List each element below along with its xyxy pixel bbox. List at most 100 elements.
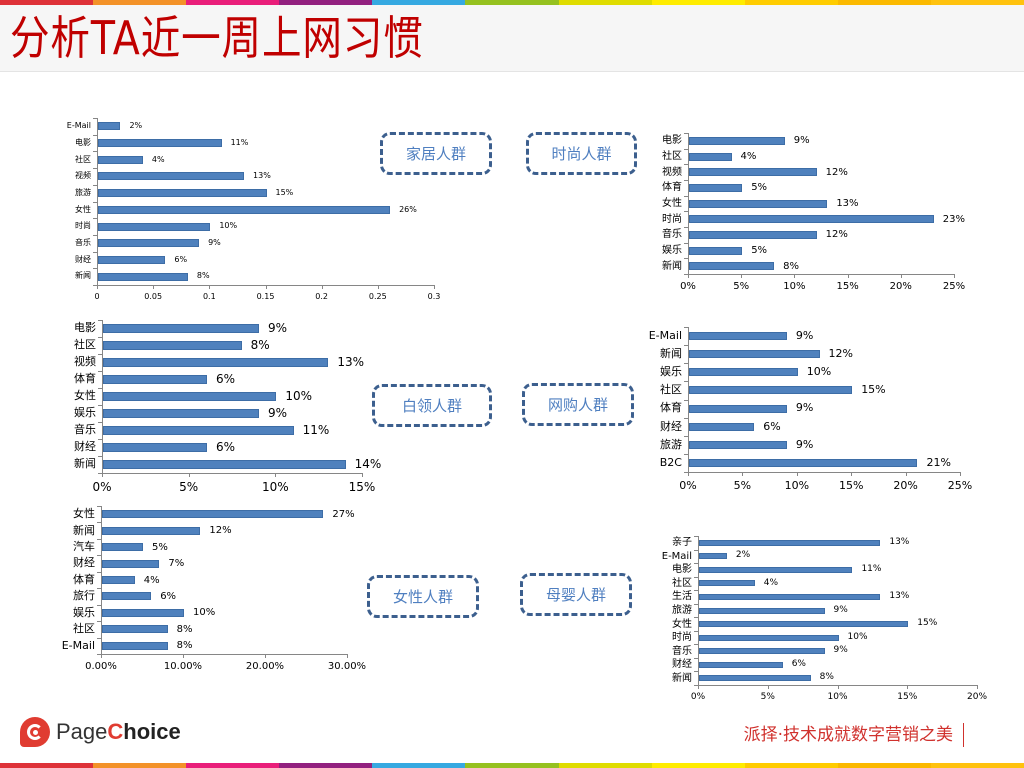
y-tick (97, 637, 101, 639)
x-tick (900, 274, 902, 278)
stripe-segment (930, 0, 1024, 5)
y-tick (694, 536, 698, 537)
data-bar (102, 559, 160, 568)
data-value-label: 6% (791, 658, 806, 669)
x-tick-label: 15% (348, 480, 376, 494)
y-tick (694, 549, 698, 551)
category-label: 体育 (74, 372, 96, 386)
data-value-label: 6% (160, 590, 177, 602)
x-tick (362, 473, 363, 477)
x-tick-label: 10% (783, 281, 806, 292)
x-tick-label: 0% (690, 692, 706, 702)
category-label: 旅游 (672, 605, 692, 616)
y-tick (93, 151, 97, 153)
x-tick (767, 685, 769, 689)
top-color-stripe (0, 0, 1024, 5)
stripe-segment (0, 763, 94, 768)
data-bar (98, 172, 245, 181)
data-value-label: 12% (209, 525, 232, 537)
stripe-segment (651, 0, 745, 5)
y-tick (98, 456, 102, 457)
data-bar (689, 332, 787, 341)
x-axis (102, 473, 362, 474)
category-label: 音乐 (662, 229, 682, 241)
x-tick-label: 0.25 (368, 292, 387, 301)
category-label: 时尚 (75, 221, 91, 231)
category-label: 社区 (73, 622, 95, 636)
y-tick (93, 118, 97, 119)
stripe-segment (837, 0, 931, 5)
data-bar (102, 641, 168, 650)
x-axis (688, 472, 960, 473)
data-value-label: 8% (819, 672, 834, 683)
y-tick (98, 354, 102, 355)
x-tick (102, 473, 103, 477)
category-label: 电影 (75, 137, 91, 147)
data-value-label: 8% (196, 271, 210, 281)
category-label: 体育 (662, 182, 682, 194)
data-bar (699, 661, 783, 668)
data-value-label: 8% (176, 623, 193, 635)
data-bar (102, 526, 201, 535)
data-bar (699, 675, 811, 682)
data-value-label: 8% (176, 640, 193, 652)
y-tick (98, 388, 102, 389)
y-tick (93, 218, 97, 220)
data-bar (102, 625, 168, 634)
category-label: 女性 (75, 204, 91, 214)
x-tick-label: 5% (760, 692, 775, 702)
stripe-segment (279, 763, 373, 768)
data-value-label: 11% (302, 422, 330, 437)
data-value-label: 8% (783, 260, 799, 272)
data-value-label: 4% (151, 154, 165, 164)
x-tick-label: 0.3 (427, 292, 441, 301)
data-value-label: 4% (740, 151, 757, 162)
category-label: 电影 (662, 135, 682, 147)
category-label: 娱乐 (74, 406, 96, 420)
data-value-label: 6% (216, 371, 236, 386)
category-label: 女性 (672, 618, 692, 630)
data-bar (102, 592, 152, 601)
data-bar (102, 576, 135, 584)
category-label: 旅游 (660, 437, 682, 451)
y-tick (684, 133, 688, 134)
category-label: 财经 (73, 556, 95, 570)
data-bar (98, 272, 188, 281)
data-value-label: 4% (763, 577, 779, 588)
data-value-label: 9% (795, 401, 814, 415)
data-value-label: 12% (825, 229, 848, 241)
data-bar (98, 139, 222, 148)
segment-label-fashion: 时尚人群 (526, 132, 637, 175)
data-value-label: 9% (833, 604, 848, 615)
x-tick-label: 0.1 (202, 292, 216, 301)
y-tick (93, 234, 97, 236)
data-value-label: 13% (889, 591, 910, 602)
data-bar (699, 621, 909, 628)
stripe-segment (93, 0, 187, 5)
category-label: 视频 (74, 355, 96, 369)
x-tick (183, 654, 184, 658)
segment-label-text: 女性人群 (392, 588, 453, 606)
y-tick (694, 657, 698, 659)
x-tick (97, 285, 98, 289)
y-tick (98, 337, 102, 338)
data-bar (689, 458, 918, 467)
segment-label-text: 网购人群 (547, 396, 608, 414)
data-value-label: 2% (129, 121, 143, 131)
x-tick-label: 5% (179, 480, 199, 494)
y-axis (688, 327, 689, 472)
data-value-label: 12% (825, 166, 848, 178)
category-label: 财经 (75, 254, 91, 264)
x-tick (101, 654, 102, 658)
logo-text-bold: hoice (123, 719, 181, 744)
data-bar (689, 262, 775, 271)
x-tick-label: 0% (680, 281, 696, 292)
data-bar (689, 183, 743, 192)
segment-label-text: 家居人群 (405, 145, 466, 163)
category-label: 旅游 (75, 187, 91, 197)
y-tick (684, 435, 688, 437)
y-tick (684, 381, 688, 383)
data-value-label: 9% (833, 645, 848, 656)
y-tick (684, 242, 688, 244)
data-bar (103, 358, 329, 367)
